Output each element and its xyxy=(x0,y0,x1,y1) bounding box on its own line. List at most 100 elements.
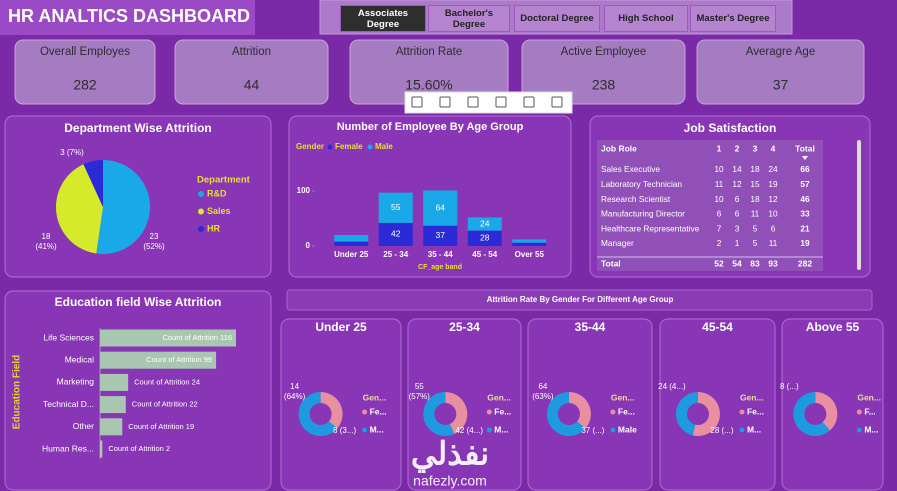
legend-dot xyxy=(486,409,492,415)
donut-slice xyxy=(793,392,830,437)
data-label: Count of Attrition 22 xyxy=(132,400,198,409)
y-tick-label: Technical D... xyxy=(43,399,94,409)
donut-slice xyxy=(298,392,338,436)
table-cell: 6 xyxy=(771,223,776,233)
donut-label: 42 (4...) xyxy=(455,426,484,435)
pie-slice xyxy=(83,160,103,207)
donut-label: 24 (4...) xyxy=(658,382,686,391)
table-cell: 18 xyxy=(750,194,760,204)
donut-label: 55 (57%) xyxy=(408,382,430,401)
toolbar-icon xyxy=(439,96,451,108)
toolbar-icon xyxy=(495,96,507,108)
table-cell: 66 xyxy=(800,164,810,174)
y-tick-label: Life Sciences xyxy=(43,332,94,342)
table-cell: Healthcare Representative xyxy=(601,223,700,233)
y-tick-label: 100 xyxy=(297,186,311,195)
section-header xyxy=(286,289,873,311)
table-cell: 6 xyxy=(717,209,722,219)
table-total: 54 xyxy=(732,258,742,268)
bar-segment xyxy=(467,230,502,246)
table-cell: 6 xyxy=(735,194,740,204)
legend-dot xyxy=(362,427,368,433)
table-cell: 11 xyxy=(715,179,724,189)
bar-segment xyxy=(378,192,413,223)
bar xyxy=(100,329,236,347)
legend-label: Male xyxy=(375,142,393,151)
table-header: Job Role xyxy=(601,143,637,153)
table-title: Job Satisfaction xyxy=(684,121,777,135)
donut-label: 8 (3...) xyxy=(333,426,357,435)
table-cell: Manager xyxy=(601,238,634,248)
data-label: Count of Attrition 2 xyxy=(108,444,170,453)
title-box xyxy=(0,0,255,35)
donut-label: 28 (...) xyxy=(710,426,734,435)
kpi-card xyxy=(521,39,686,105)
legend-label: F... xyxy=(864,406,875,416)
pie-slice xyxy=(96,160,151,255)
table-cell: 19 xyxy=(768,179,778,189)
tab[interactable]: Master's Degree xyxy=(690,5,776,32)
kpi-value: 15.60% xyxy=(405,77,452,93)
table-cell: 46 xyxy=(800,194,810,204)
legend-dot xyxy=(198,208,204,215)
legend-label: Fe... xyxy=(494,406,511,416)
legend-label: Sales xyxy=(207,206,231,216)
bar-segment xyxy=(512,239,547,243)
tab[interactable]: Bachelor's Degree xyxy=(428,5,510,32)
legend-dot xyxy=(610,427,616,433)
watermark-brand: نفذلي xyxy=(411,435,489,473)
bar-segment xyxy=(467,217,502,231)
legend-label: HR xyxy=(207,223,220,233)
data-label: 64 xyxy=(436,202,446,212)
table-cell: 33 xyxy=(800,209,810,219)
bar-segment xyxy=(423,190,458,226)
table-cell: 7 xyxy=(717,223,722,233)
kpi-value: 37 xyxy=(773,77,789,93)
bar xyxy=(100,440,103,458)
table-cell: Sales Executive xyxy=(601,164,660,174)
legend-title: Gen... xyxy=(363,392,387,402)
donut-slice xyxy=(423,392,455,436)
table-cell: 11 xyxy=(769,238,778,248)
tab[interactable]: Associates Degree xyxy=(340,5,426,32)
kpi-label: Attrition Rate xyxy=(396,46,462,58)
legend-dot xyxy=(856,409,862,415)
table-cell: 10 xyxy=(714,194,724,204)
x-tick-label: Over 55 xyxy=(515,250,545,259)
donut-slice xyxy=(692,392,720,436)
table-cell: 1 xyxy=(735,238,740,248)
legend-label: M... xyxy=(370,424,384,434)
data-label: Count of Attrition 19 xyxy=(128,422,194,431)
legend-label: R&D xyxy=(207,188,227,198)
legend-dot xyxy=(486,427,492,433)
x-axis-label: CF_age band xyxy=(418,264,462,271)
x-tick-label: 25 - 34 xyxy=(383,250,408,259)
table-header: 3 xyxy=(753,143,758,153)
tab[interactable]: High School xyxy=(604,5,688,32)
table-header: Total xyxy=(795,143,815,153)
scrollbar xyxy=(857,140,861,270)
table-cell: Research Scientist xyxy=(601,194,671,204)
tab[interactable]: Doctoral Degree xyxy=(514,5,600,32)
kpi-value: 282 xyxy=(73,77,97,93)
legend-dot xyxy=(739,427,745,433)
legend-dot xyxy=(198,226,204,232)
table-total: 83 xyxy=(750,258,760,268)
donut-label: 37 (...) xyxy=(581,426,605,435)
data-label: Count of Attrition 99 xyxy=(146,355,212,364)
table-cell: 18 xyxy=(750,164,760,174)
y-tick-label: Other xyxy=(73,421,94,431)
panel xyxy=(280,318,402,491)
donut-slice xyxy=(815,392,838,431)
data-label: 42 xyxy=(391,229,401,239)
kpi-card xyxy=(696,39,865,105)
table-cell: 6 xyxy=(735,209,740,219)
chart-title: 45-54 xyxy=(702,320,733,334)
legend-dot xyxy=(362,409,368,415)
legend-label: Female xyxy=(335,142,363,151)
table-cell: 21 xyxy=(800,223,810,233)
bar xyxy=(100,351,217,369)
donut-label: 8 (...) xyxy=(779,382,799,391)
toolbar-icon xyxy=(411,96,423,108)
